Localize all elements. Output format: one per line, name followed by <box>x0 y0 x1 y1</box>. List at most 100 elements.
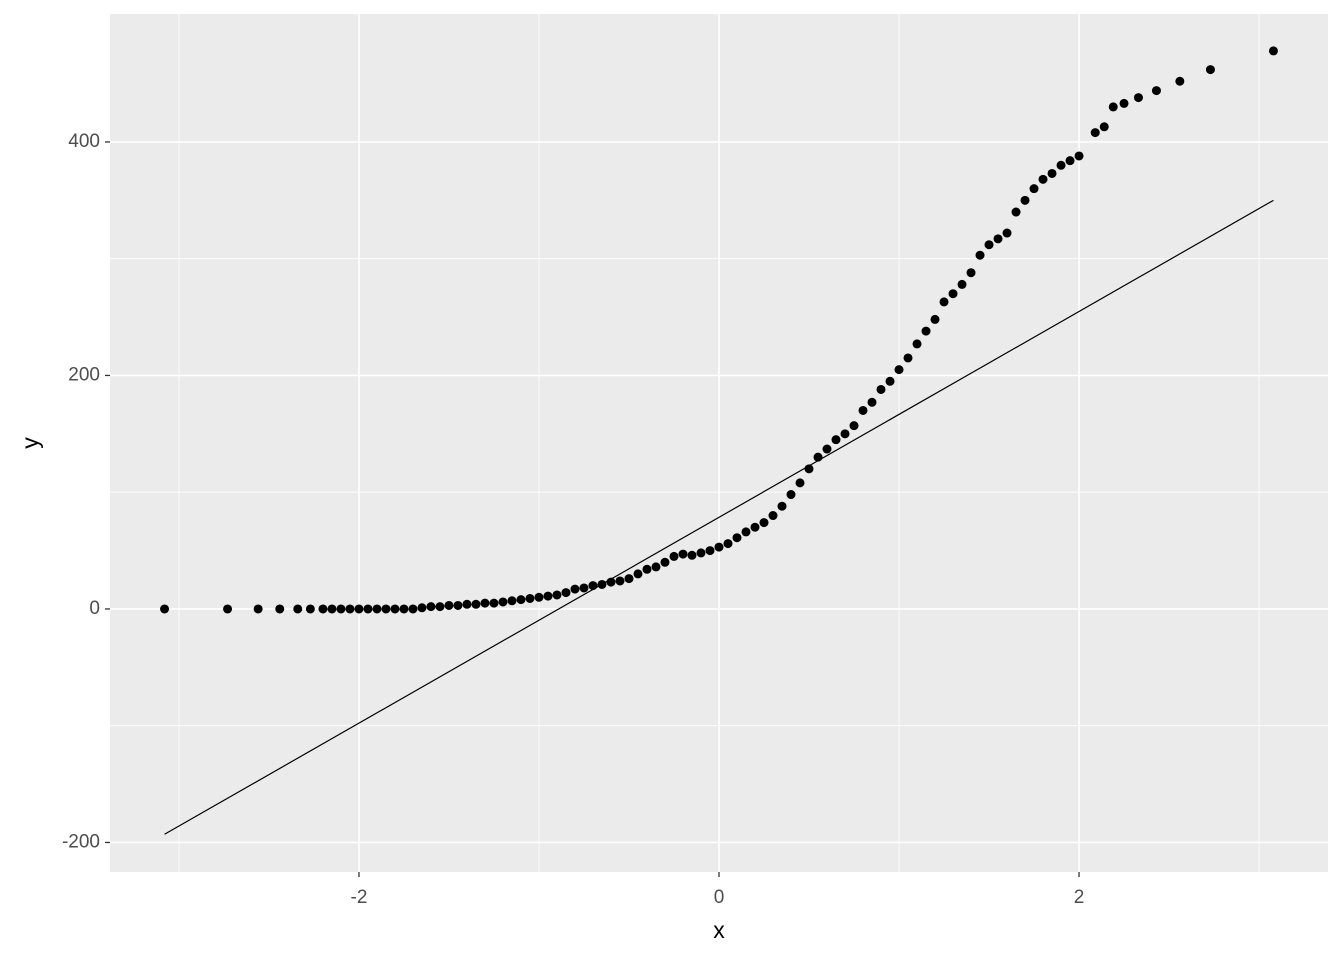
point <box>804 464 814 474</box>
point <box>750 522 760 532</box>
point <box>1268 46 1278 56</box>
point <box>795 478 805 488</box>
point <box>1029 184 1039 194</box>
point <box>1108 102 1118 112</box>
point <box>948 289 958 299</box>
y-axis-title: y <box>17 437 43 449</box>
point <box>759 518 769 528</box>
point <box>327 604 337 614</box>
point <box>597 579 607 589</box>
point <box>390 604 400 614</box>
point <box>705 546 715 556</box>
x-tick-label: 0 <box>714 887 725 908</box>
point <box>507 596 517 606</box>
x-tick-label: -2 <box>351 887 368 908</box>
point <box>768 511 778 521</box>
point <box>408 604 418 614</box>
point <box>399 604 409 614</box>
point <box>363 604 373 614</box>
point <box>957 279 967 289</box>
point <box>651 562 661 572</box>
point <box>633 569 643 579</box>
point <box>777 501 787 511</box>
point <box>741 527 751 537</box>
point <box>975 250 985 260</box>
point <box>354 604 364 614</box>
point <box>1056 160 1066 170</box>
point <box>336 604 346 614</box>
point <box>723 539 733 549</box>
point <box>921 326 931 336</box>
point <box>786 490 796 500</box>
point <box>678 549 688 559</box>
point <box>516 595 526 605</box>
point <box>417 603 427 613</box>
y-tick-label: 400 <box>68 131 100 152</box>
point <box>696 548 706 558</box>
point <box>840 429 850 439</box>
point <box>894 365 904 375</box>
point <box>223 604 233 614</box>
point <box>345 604 355 614</box>
point <box>480 598 490 608</box>
point <box>993 234 1003 244</box>
point <box>615 576 625 586</box>
point <box>1133 93 1143 103</box>
point <box>525 593 535 603</box>
point <box>293 604 303 614</box>
point <box>275 604 285 614</box>
point <box>453 600 463 610</box>
point <box>305 604 315 614</box>
point <box>1038 174 1048 184</box>
point <box>660 557 670 567</box>
reference-line <box>164 199 1274 835</box>
point <box>669 551 679 561</box>
point <box>426 602 436 612</box>
point <box>570 584 580 594</box>
x-tick-label: 2 <box>1074 887 1085 908</box>
point <box>714 542 724 552</box>
point <box>930 314 940 324</box>
point <box>561 588 571 598</box>
point <box>1020 195 1030 205</box>
point <box>372 604 382 614</box>
point <box>867 397 877 407</box>
point <box>687 550 697 560</box>
y-tick-label: 0 <box>89 598 100 619</box>
y-tick-label: -200 <box>62 831 100 852</box>
point <box>1011 207 1021 217</box>
point <box>912 339 922 349</box>
point <box>1002 228 1012 238</box>
y-tick-label: 200 <box>68 364 100 385</box>
point <box>552 590 562 600</box>
point <box>318 604 328 614</box>
point <box>253 604 263 614</box>
point <box>489 598 499 608</box>
point <box>471 599 481 609</box>
point <box>498 597 508 607</box>
x-axis-title: x <box>713 917 725 943</box>
point <box>984 240 994 250</box>
point <box>462 599 472 609</box>
point <box>876 384 886 394</box>
point <box>1065 156 1075 166</box>
point <box>1119 98 1129 108</box>
point <box>849 421 859 431</box>
point <box>1074 151 1084 161</box>
point <box>831 435 841 445</box>
point <box>1175 76 1185 86</box>
point <box>534 592 544 602</box>
point <box>381 604 391 614</box>
point <box>444 600 454 610</box>
point <box>858 405 868 415</box>
point <box>732 533 742 543</box>
point <box>903 353 913 363</box>
point <box>642 564 652 574</box>
point <box>1099 122 1109 132</box>
point <box>160 604 170 614</box>
point <box>939 297 949 307</box>
point <box>579 583 589 593</box>
point <box>1205 65 1215 75</box>
point <box>588 581 598 591</box>
